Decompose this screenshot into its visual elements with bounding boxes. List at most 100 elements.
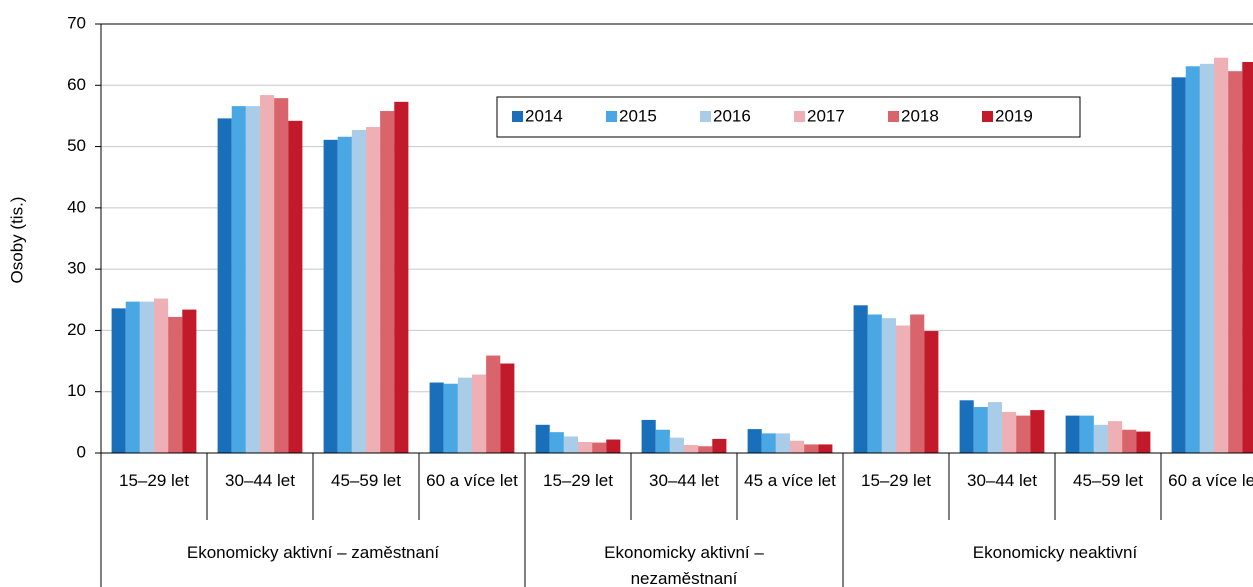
x-tick-label: 60 a více let (1168, 471, 1253, 490)
x-tick-label: 30–44 let (649, 471, 719, 490)
bar (973, 407, 988, 453)
bar (351, 130, 366, 453)
bar (366, 126, 381, 454)
legend-label: 2017 (807, 106, 845, 125)
bar (896, 325, 911, 453)
bar (1242, 61, 1253, 454)
bar (1199, 63, 1214, 453)
bar (1136, 431, 1151, 453)
bar (924, 331, 939, 453)
legend-label: 2015 (619, 106, 657, 125)
bar (761, 433, 776, 453)
x-tick-label: 30–44 let (225, 471, 295, 490)
legend-label: 2016 (713, 106, 751, 125)
bar (959, 400, 974, 453)
bar (804, 444, 819, 453)
bar (457, 377, 472, 453)
bar (111, 308, 126, 453)
bar (592, 442, 607, 453)
bar (323, 139, 338, 453)
x-tick-label: 15–29 let (119, 471, 189, 490)
bar (987, 402, 1002, 453)
legend-swatch (512, 111, 523, 122)
bar (669, 437, 684, 453)
bar (139, 301, 154, 453)
bar (260, 95, 275, 453)
x-tick-label: 45 a více let (744, 471, 836, 490)
x-tick-label: 45–59 let (1073, 471, 1143, 490)
legend-label: 2018 (901, 106, 939, 125)
bar (1079, 415, 1094, 453)
bar (1016, 415, 1031, 453)
bar (712, 438, 727, 453)
bar (563, 436, 578, 453)
bar (1185, 66, 1200, 453)
bar (606, 439, 621, 453)
y-tick-label: 70 (67, 13, 86, 32)
bar (1002, 411, 1017, 453)
y-axis-label: Osoby (tis.) (7, 197, 26, 284)
y-tick-label: 30 (67, 259, 86, 278)
bar (853, 305, 868, 453)
bar (910, 314, 925, 453)
bar (125, 301, 140, 453)
bar (231, 106, 246, 453)
group-label: Ekonomicky neaktivní (972, 543, 1138, 562)
x-tick-label: 15–29 let (861, 471, 931, 490)
bar (1122, 429, 1137, 453)
bar (486, 355, 501, 453)
y-tick-label: 10 (67, 381, 86, 400)
bar (337, 136, 352, 453)
group-label: Ekonomicky aktivní – zaměstnaní (186, 543, 440, 562)
bar (818, 444, 833, 453)
bar (274, 98, 289, 454)
bar (867, 314, 882, 453)
legend-label: 2014 (525, 106, 563, 125)
bar (655, 429, 670, 453)
bar (684, 445, 699, 453)
bar (1228, 71, 1243, 453)
bar (182, 309, 197, 453)
bar (245, 106, 260, 453)
bar (154, 298, 169, 453)
bar (168, 316, 183, 453)
bar (1214, 57, 1229, 453)
y-tick-label: 50 (67, 136, 86, 155)
bar (288, 120, 303, 454)
legend-swatch (982, 111, 993, 122)
bar (698, 446, 713, 453)
bar (472, 374, 487, 453)
bar (535, 424, 550, 453)
group-label: Ekonomicky aktivní – nezaměstnaní (604, 543, 764, 587)
bar (747, 429, 762, 453)
legend-swatch (794, 111, 805, 122)
bar (380, 111, 395, 454)
bar (443, 383, 458, 453)
bar (1108, 421, 1123, 453)
bar (1030, 410, 1045, 453)
bar (549, 432, 564, 453)
x-tick-label: 30–44 let (967, 471, 1037, 490)
bar (429, 382, 444, 453)
bar (775, 433, 790, 453)
x-tick-label: 45–59 let (331, 471, 401, 490)
y-tick-label: 20 (67, 320, 86, 339)
y-tick-label: 0 (77, 442, 86, 461)
bar (394, 101, 409, 453)
bar (578, 441, 593, 453)
bar (790, 440, 805, 453)
legend-label: 2019 (995, 106, 1033, 125)
bar (500, 363, 515, 453)
legend-swatch (700, 111, 711, 122)
x-tick-label: 15–29 let (543, 471, 613, 490)
bar (881, 318, 896, 453)
bar (641, 419, 656, 453)
bar (1171, 77, 1186, 453)
bar (217, 118, 232, 453)
y-tick-label: 60 (67, 75, 86, 94)
legend-swatch (888, 111, 899, 122)
bar (1065, 415, 1080, 453)
x-tick-label: 60 a více let (426, 471, 518, 490)
